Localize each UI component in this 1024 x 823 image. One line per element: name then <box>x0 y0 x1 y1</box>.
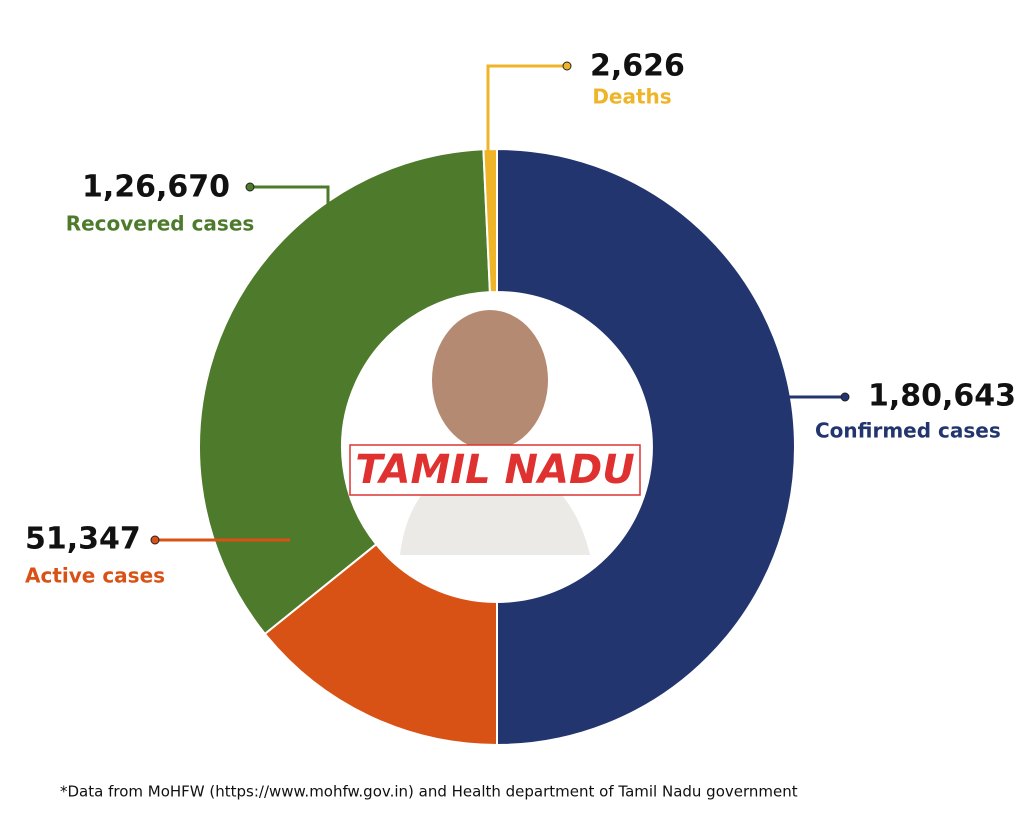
value-label: 1,26,670 <box>82 170 230 205</box>
category-label: Active cases <box>25 564 165 588</box>
leader-line <box>250 185 330 302</box>
category-label: Recovered cases <box>66 212 255 236</box>
leader-dot <box>150 535 160 545</box>
center-label: TAMIL NADU <box>355 447 634 493</box>
center-label-box <box>349 444 641 496</box>
category-label: Deaths <box>592 85 671 109</box>
leader-dot <box>562 61 572 71</box>
portrait-face <box>432 310 548 450</box>
value-label: 2,626 <box>590 49 685 84</box>
footnote: *Data from MoHFW (https://www.mohfw.gov.… <box>60 783 798 801</box>
value-label: 51,347 <box>25 522 141 557</box>
leader-line <box>486 64 567 183</box>
leader-dot <box>245 182 255 192</box>
leader-dot <box>840 392 850 402</box>
value-label: 1,80,643 <box>868 379 1016 414</box>
category-label: Confirmed cases <box>815 419 1001 443</box>
